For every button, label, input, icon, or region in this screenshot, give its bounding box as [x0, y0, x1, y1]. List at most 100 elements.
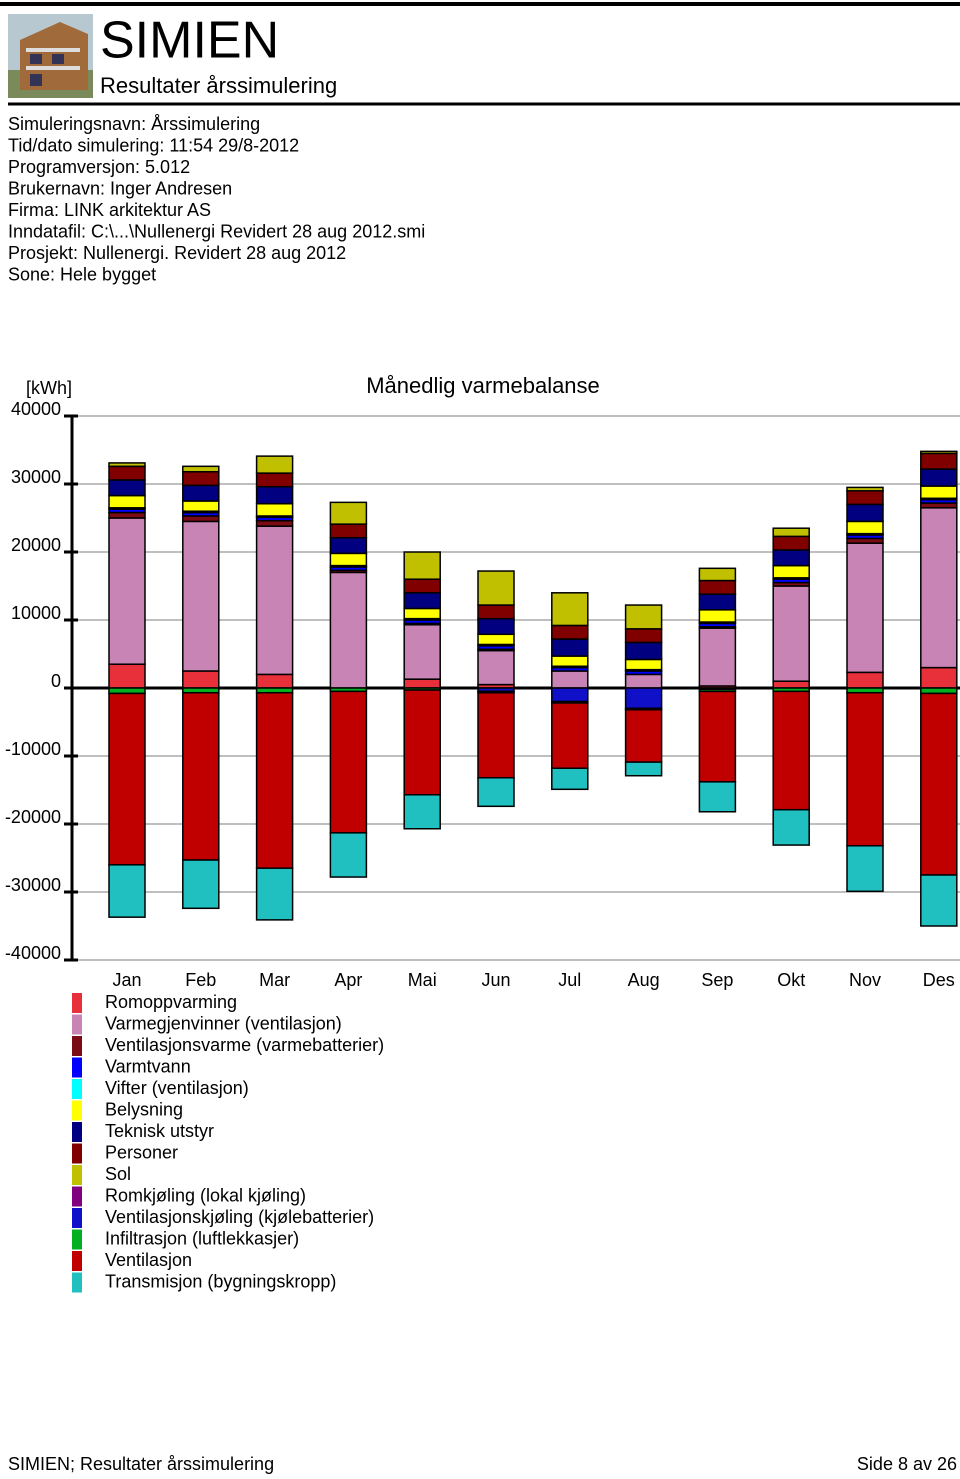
bar-segment — [920, 687, 958, 695]
legend-label: Varmtvann — [105, 1056, 191, 1076]
bar-segment — [551, 687, 589, 703]
bar-segment — [255, 502, 294, 517]
y-tick-label: 40000 — [11, 399, 61, 419]
bar-segment — [551, 638, 589, 657]
bar-segment — [698, 781, 737, 813]
legend-swatch — [72, 1251, 82, 1271]
bar-segment — [846, 520, 884, 535]
bar-segment — [108, 687, 146, 695]
bar-segment — [182, 465, 220, 473]
bar-segment — [920, 452, 958, 470]
bar-segment — [920, 468, 958, 487]
bar-segment — [108, 479, 146, 497]
legend-swatch — [72, 1100, 82, 1121]
bar-segment — [108, 517, 146, 665]
legend-swatch — [72, 1143, 82, 1164]
bar-segment — [920, 692, 958, 876]
y-tick-label: 0 — [51, 671, 61, 691]
bar-segment — [551, 670, 589, 689]
bar-segment — [624, 761, 663, 777]
bar-segment — [329, 536, 368, 555]
legend-label: Belysning — [105, 1099, 183, 1119]
bar-segment — [772, 535, 810, 551]
bar-segment — [846, 671, 884, 689]
info-line: Brukernavn: Inger Andresen — [8, 178, 232, 198]
legend-swatch — [72, 993, 82, 1013]
bar-segment — [108, 663, 146, 689]
legend-swatch — [72, 1014, 82, 1035]
bar-segment — [920, 507, 958, 669]
info-line: Firma: LINK arkitektur AS — [8, 200, 211, 220]
x-tick-label: Nov — [849, 970, 881, 990]
y-axis-label: [kWh] — [26, 378, 72, 398]
y-tick-label: -40000 — [5, 943, 61, 963]
x-tick-label: Des — [923, 970, 955, 990]
bar-segment — [772, 527, 810, 538]
x-tick-label: Mar — [259, 970, 290, 990]
legend-swatch — [72, 1165, 82, 1185]
bar-segment — [403, 578, 441, 594]
bar-segment — [403, 592, 441, 610]
bar-segment — [920, 485, 958, 500]
bar-segment — [846, 503, 884, 523]
y-tick-label: 20000 — [11, 535, 61, 555]
bar-segment — [698, 690, 737, 783]
bar-segment — [182, 692, 220, 861]
bar-segment — [624, 687, 663, 710]
bar-segment — [477, 633, 515, 646]
bar-segment — [182, 859, 220, 910]
bar-segment — [477, 777, 515, 808]
info-line: Sone: Hele bygget — [8, 264, 156, 284]
bar-segment — [477, 570, 515, 606]
bar-segment — [182, 484, 220, 502]
chart-title: Månedlig varmebalanse — [366, 373, 600, 398]
legend-label: Teknisk utstyr — [105, 1121, 214, 1141]
bar-segment — [108, 494, 146, 509]
info-line: Prosjekt: Nullenergi. Revidert 28 aug 20… — [8, 243, 346, 263]
bar-segment — [108, 864, 146, 918]
legend-label: Varmegjenvinner (ventilasjon) — [105, 1013, 342, 1033]
info-line: Simuleringsnavn: Årssimulering — [8, 114, 260, 134]
legend-label: Vifter (ventilasjon) — [105, 1078, 249, 1098]
bar-segment — [403, 607, 441, 620]
y-tick-label: -20000 — [5, 807, 61, 827]
info-line: Tid/dato simulering: 11:54 29/8-2012 — [8, 135, 299, 155]
bar-segment — [624, 658, 663, 671]
bar-segment — [551, 767, 589, 791]
info-line: Inndatafil: C:\...\Nullenergi Revidert 2… — [8, 221, 425, 241]
x-tick-label: Okt — [777, 970, 805, 990]
legend-swatch — [72, 1079, 82, 1099]
app-subtitle: Resultater årssimulering — [100, 73, 337, 98]
bar-segment — [624, 673, 663, 689]
y-tick-label: -30000 — [5, 875, 61, 895]
legend-label: Ventilasjonskjøling (kjølebatterier) — [105, 1207, 374, 1227]
bar-segment — [772, 564, 810, 579]
legend-swatch — [72, 1208, 82, 1228]
legend-swatch — [72, 1036, 82, 1056]
bar-segment — [477, 604, 515, 620]
bar-segment — [551, 655, 589, 667]
bar-segment — [329, 832, 368, 878]
bar-segment — [624, 709, 663, 763]
bar-segment — [108, 465, 146, 481]
x-tick-label: Mai — [408, 970, 437, 990]
bar-segment — [624, 641, 663, 661]
bar-segment — [108, 511, 146, 519]
footer-right: Side 8 av 26 — [857, 1454, 957, 1474]
bar-segment — [772, 585, 810, 682]
legend-label: Romoppvarming — [105, 992, 237, 1012]
bar-segment — [329, 690, 368, 834]
legend-label: Personer — [105, 1142, 178, 1162]
bar-segment — [403, 678, 441, 689]
legend-swatch — [72, 1229, 82, 1250]
bar-segment — [182, 520, 220, 672]
bar-segment — [255, 692, 294, 869]
bar-segment — [772, 680, 810, 689]
bar-segment — [403, 794, 441, 830]
bar-segment — [255, 455, 294, 474]
legend-swatch — [72, 1186, 82, 1207]
bar-segment — [108, 692, 146, 866]
bar-segment — [698, 609, 737, 623]
